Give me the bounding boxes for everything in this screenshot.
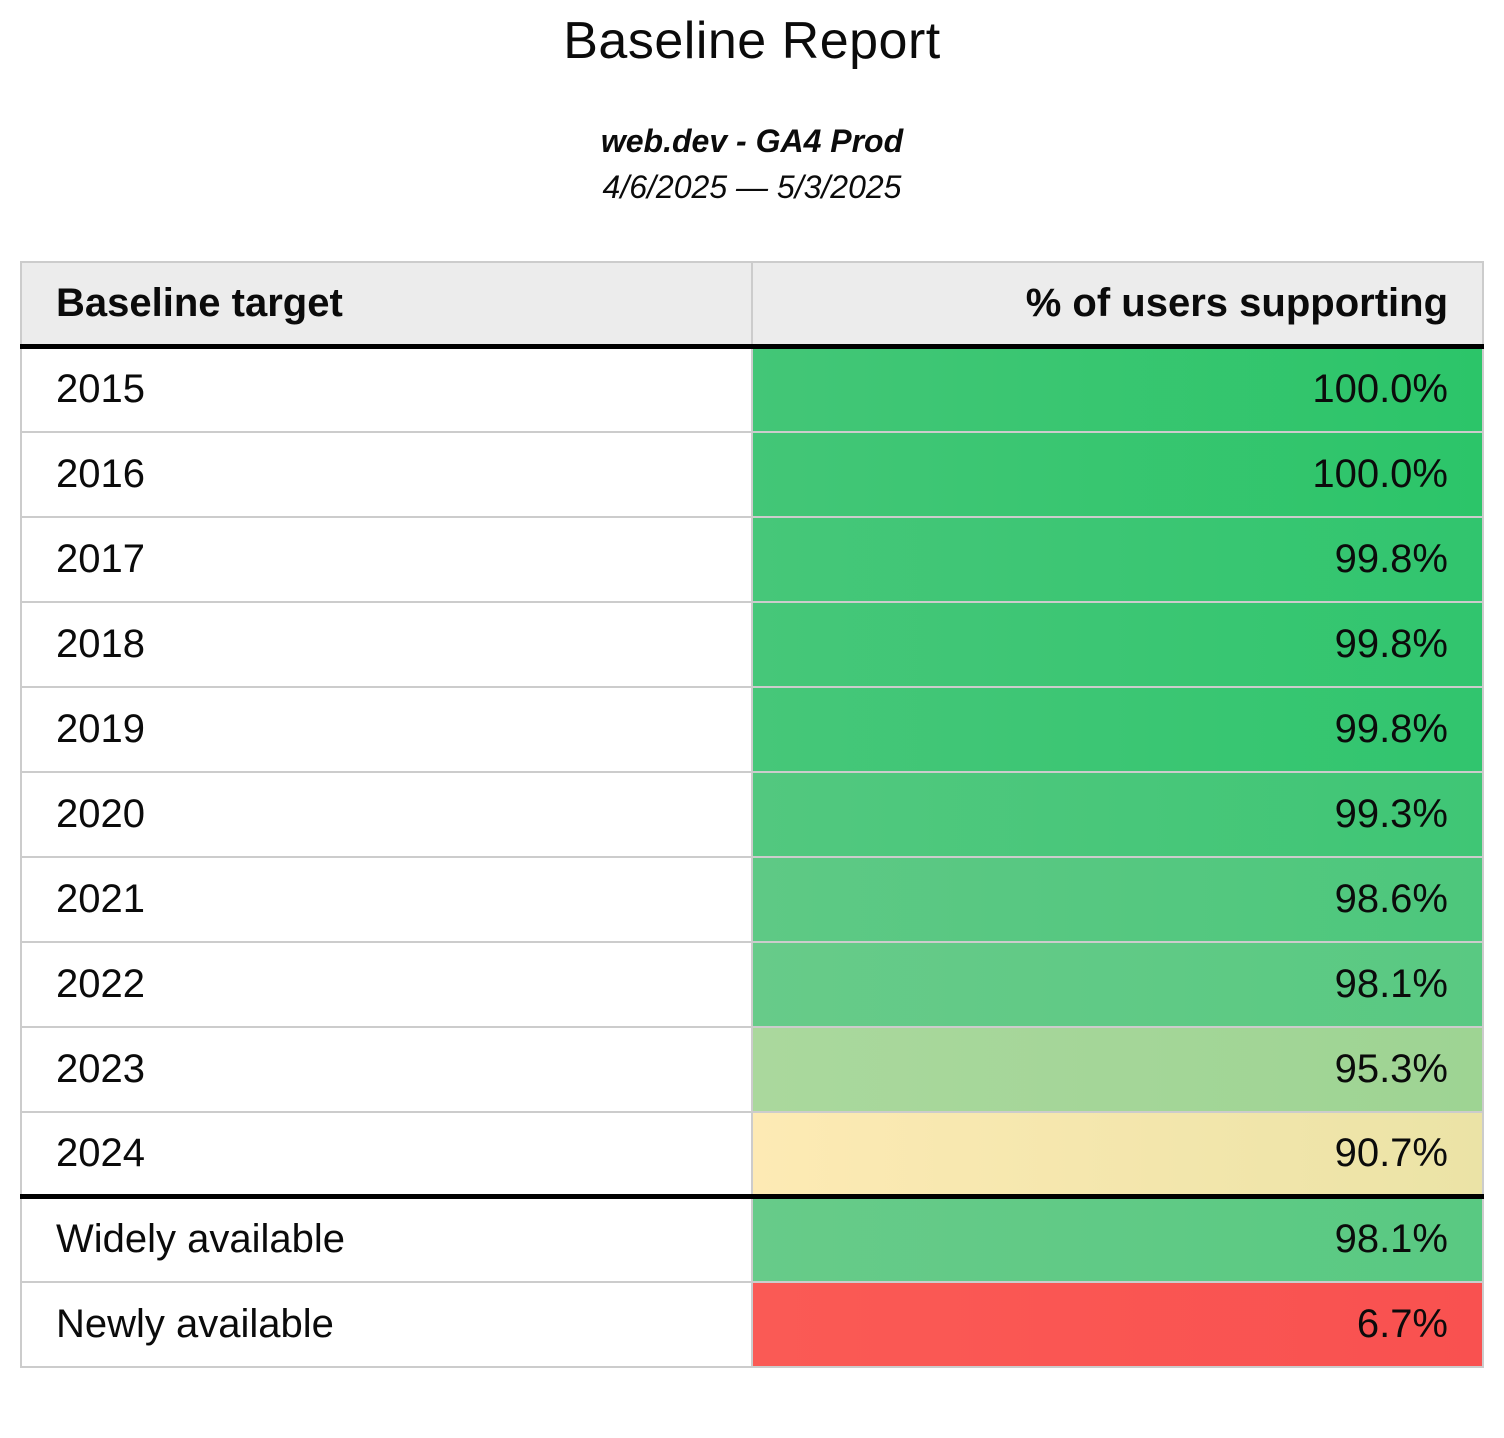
report-date-range: 4/6/2025 — 5/3/2025 <box>602 169 902 206</box>
table-row: 2022 98.1% <box>21 940 1483 1027</box>
row-target-label: 2024 <box>21 1110 753 1197</box>
row-percent-value: 98.6% <box>752 855 1483 942</box>
table-row: 2023 95.3% <box>21 1025 1483 1112</box>
table-row: 2021 98.6% <box>21 855 1483 942</box>
row-percent-value: 95.3% <box>752 1025 1483 1112</box>
row-percent-value: 98.1% <box>752 940 1483 1027</box>
row-percent-value: 99.8% <box>752 685 1483 772</box>
table-row: Newly available 6.7% <box>21 1280 1483 1367</box>
row-percent-value: 90.7% <box>752 1110 1483 1197</box>
row-target-label: 2022 <box>21 940 753 1027</box>
row-target-label: Widely available <box>21 1194 753 1282</box>
row-percent-value: 98.1% <box>752 1194 1483 1282</box>
row-target-label: 2017 <box>21 515 753 602</box>
report-property-subtitle: web.dev - GA4 Prod <box>600 122 904 159</box>
table-row: Widely available 98.1% <box>21 1194 1483 1282</box>
table-row: 2024 90.7% <box>21 1110 1483 1197</box>
row-percent-value: 100.0% <box>752 345 1483 432</box>
row-target-label: 2021 <box>21 855 753 942</box>
page-title: Baseline Report <box>563 12 941 70</box>
row-target-label: 2015 <box>21 345 753 432</box>
header-row: Baseline target % of users supporting <box>21 261 1483 350</box>
row-percent-value: 99.8% <box>752 515 1483 602</box>
row-target-label: 2023 <box>21 1025 753 1112</box>
row-target-label: 2019 <box>21 685 753 772</box>
row-target-label: 2018 <box>21 600 753 687</box>
row-target-label: 2020 <box>21 770 753 857</box>
table-row: 2017 99.8% <box>21 515 1483 602</box>
row-percent-value: 100.0% <box>752 430 1483 517</box>
table-row: 2015 100.0% <box>21 345 1483 432</box>
table-row: 2018 99.8% <box>21 600 1483 687</box>
row-target-label: Newly available <box>21 1280 753 1367</box>
column-header-baseline-target: Baseline target <box>21 261 753 350</box>
column-header-users-supporting: % of users supporting <box>752 261 1483 350</box>
baseline-report-page: Baseline Report web.dev - GA4 Prod 4/6/2… <box>0 12 1504 1368</box>
table-row: 2019 99.8% <box>21 685 1483 772</box>
table-body: 2015 100.0% 2016 100.0% 2017 99.8% 2018 … <box>21 345 1483 1367</box>
table-row: 2016 100.0% <box>21 430 1483 517</box>
row-percent-value: 99.8% <box>752 600 1483 687</box>
table-row: 2020 99.3% <box>21 770 1483 857</box>
table-header: Baseline target % of users supporting <box>21 261 1483 350</box>
baseline-table: Baseline target % of users supporting 20… <box>20 260 1484 1368</box>
row-percent-value: 6.7% <box>752 1280 1483 1367</box>
row-target-label: 2016 <box>21 430 753 517</box>
row-percent-value: 99.3% <box>752 770 1483 857</box>
